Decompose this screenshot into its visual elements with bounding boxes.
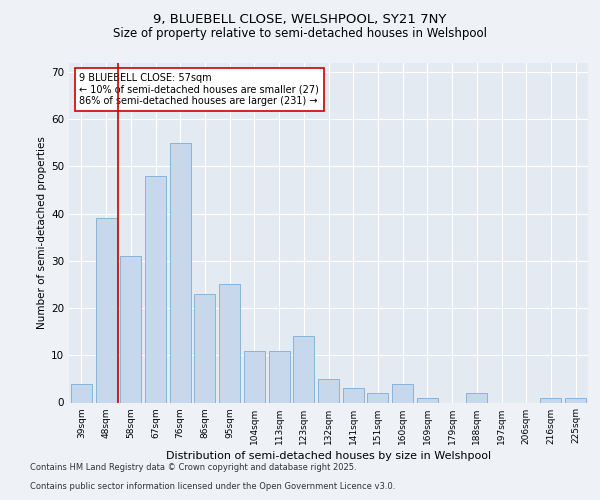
Bar [541, 398, 562, 402]
Bar [71, 384, 92, 402]
Bar [367, 393, 388, 402]
Text: Contains HM Land Registry data © Crown copyright and database right 2025.: Contains HM Land Registry data © Crown c… [30, 464, 356, 472]
Bar [466, 393, 487, 402]
Bar [120, 256, 141, 402]
Bar [293, 336, 314, 402]
Text: Size of property relative to semi-detached houses in Welshpool: Size of property relative to semi-detach… [113, 28, 487, 40]
Bar [269, 350, 290, 403]
Bar [565, 398, 586, 402]
Bar [170, 143, 191, 403]
Bar [145, 176, 166, 402]
Bar [318, 379, 339, 402]
Bar [343, 388, 364, 402]
Bar [244, 350, 265, 403]
Text: Contains public sector information licensed under the Open Government Licence v3: Contains public sector information licen… [30, 482, 395, 491]
Bar [392, 384, 413, 402]
Bar [219, 284, 240, 403]
Text: 9, BLUEBELL CLOSE, WELSHPOOL, SY21 7NY: 9, BLUEBELL CLOSE, WELSHPOOL, SY21 7NY [154, 12, 446, 26]
Y-axis label: Number of semi-detached properties: Number of semi-detached properties [37, 136, 47, 329]
X-axis label: Distribution of semi-detached houses by size in Welshpool: Distribution of semi-detached houses by … [166, 450, 491, 460]
Text: 9 BLUEBELL CLOSE: 57sqm
← 10% of semi-detached houses are smaller (27)
86% of se: 9 BLUEBELL CLOSE: 57sqm ← 10% of semi-de… [79, 72, 319, 106]
Bar [95, 218, 116, 402]
Bar [417, 398, 438, 402]
Bar [194, 294, 215, 403]
